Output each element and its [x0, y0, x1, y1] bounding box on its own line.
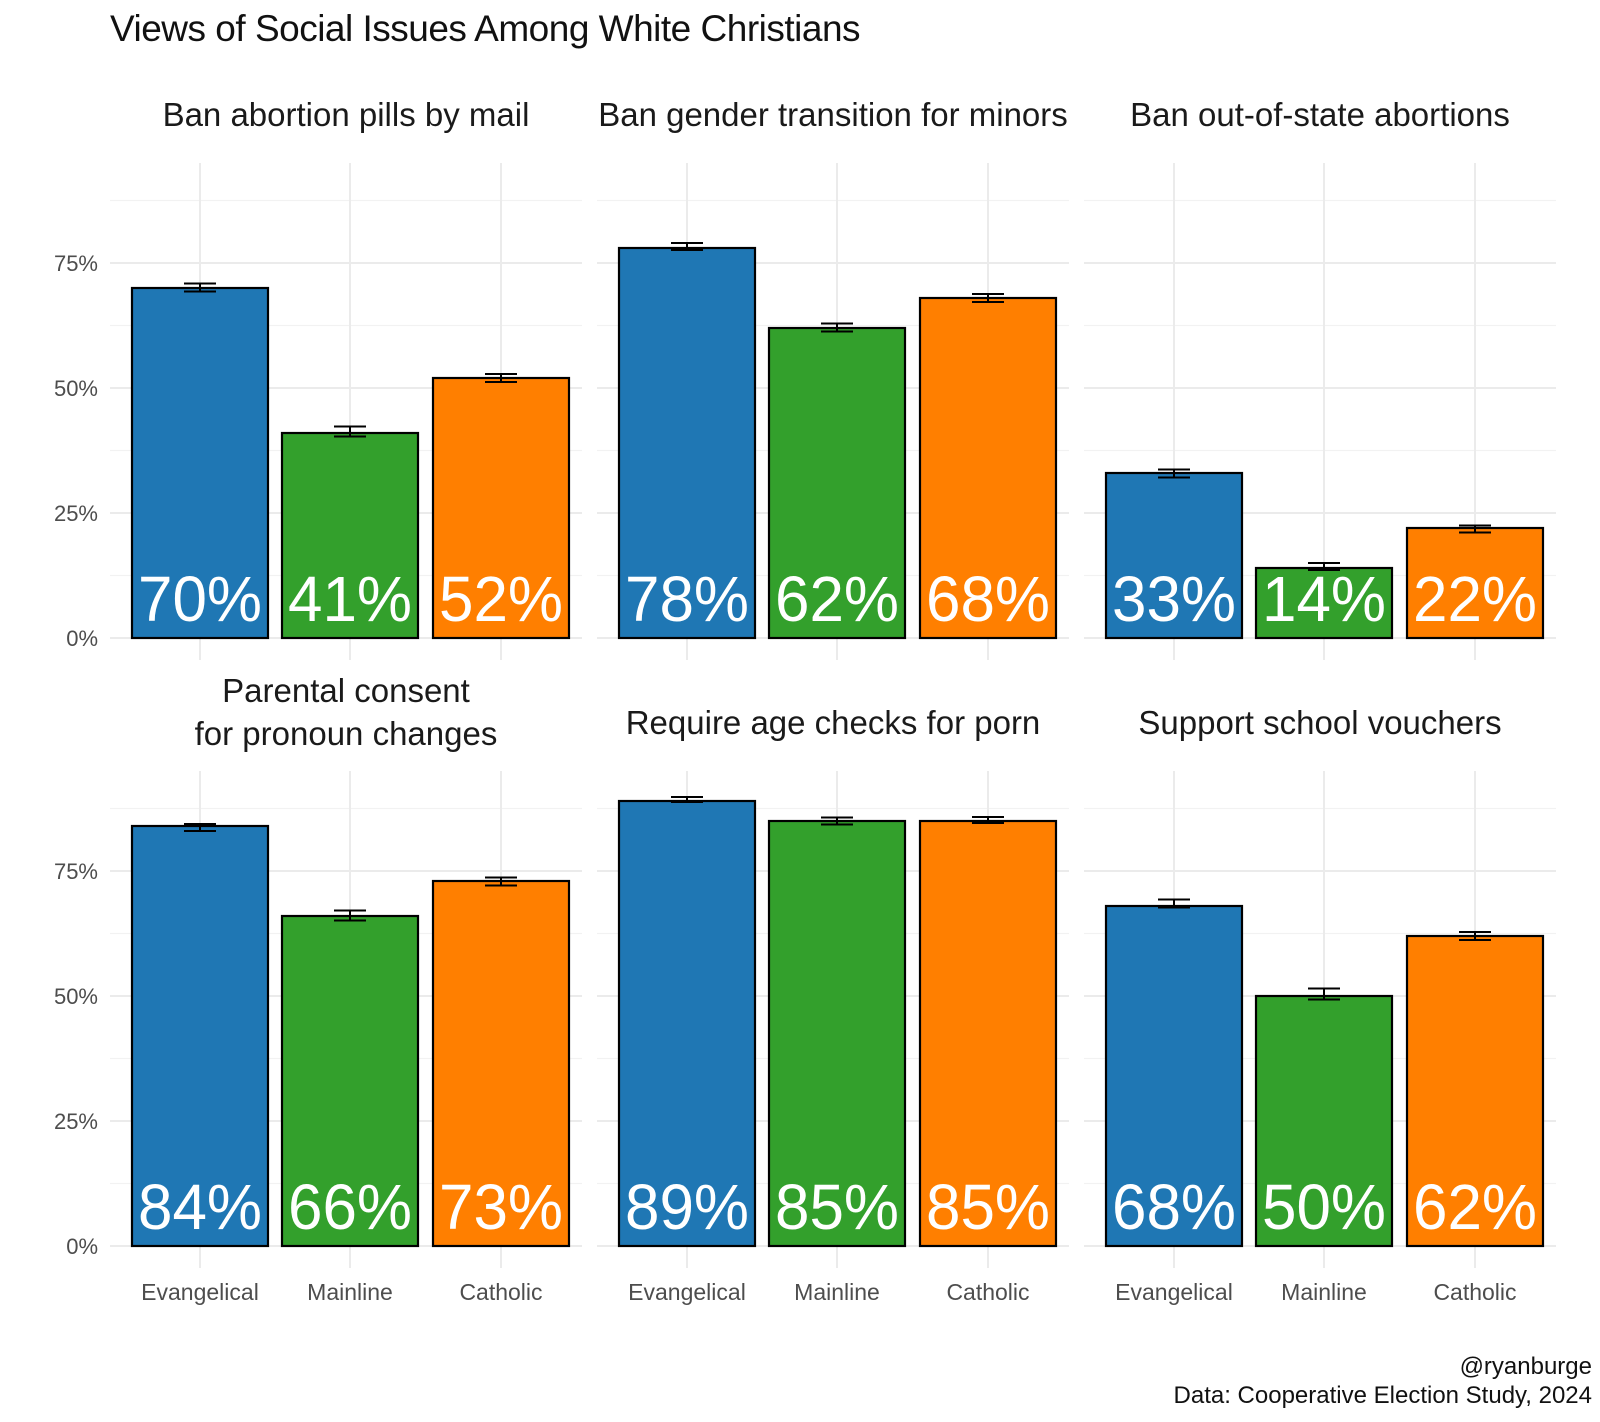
y-tick-label: 75%: [54, 251, 98, 276]
data-label: 84%: [138, 1171, 262, 1243]
bar-evangelical: [617, 799, 757, 1248]
bar-mainline: [280, 914, 420, 1248]
facet-title: Ban abortion pills by mail: [163, 96, 530, 133]
data-label: 33%: [1112, 563, 1236, 635]
data-label: 68%: [1112, 1171, 1236, 1243]
data-label: 52%: [439, 563, 563, 635]
data-label: 73%: [439, 1171, 563, 1243]
data-label: 78%: [625, 563, 749, 635]
x-tick-label: Evangelical: [141, 1279, 259, 1305]
caption-source: Data: Cooperative Election Study, 2024: [1173, 1382, 1592, 1409]
y-tick-label: 25%: [54, 1109, 98, 1134]
bar-evangelical: [617, 246, 757, 640]
bar-mainline: [767, 819, 907, 1248]
y-tick-label: 0%: [66, 626, 98, 651]
data-label: 70%: [138, 563, 262, 635]
chart-title: Views of Social Issues Among White Chris…: [110, 8, 861, 49]
bar-evangelical: [130, 824, 270, 1248]
x-tick-label: Catholic: [1433, 1279, 1516, 1305]
bar-catholic: [431, 376, 571, 640]
facet-title: Ban gender transition for minors: [598, 96, 1068, 133]
y-tick-label: 50%: [54, 376, 98, 401]
bar-catholic: [918, 296, 1058, 640]
data-label: 68%: [926, 563, 1050, 635]
bar-mainline: [1254, 566, 1394, 640]
x-tick-label: Mainline: [1281, 1279, 1367, 1305]
data-label: 66%: [288, 1171, 412, 1243]
x-tick-label: Catholic: [946, 1279, 1029, 1305]
y-tick-label: 25%: [54, 501, 98, 526]
x-tick-label: Evangelical: [1115, 1279, 1233, 1305]
facet-title: Support school vouchers: [1138, 704, 1501, 741]
bar-evangelical: [1104, 904, 1244, 1248]
bar-catholic: [1405, 526, 1545, 640]
bar-mainline: [1254, 994, 1394, 1248]
facet-title-line-2: for pronoun changes: [195, 715, 498, 752]
facet-title: Require age checks for porn: [626, 704, 1041, 741]
data-label: 85%: [775, 1171, 899, 1243]
bar-mainline: [280, 431, 420, 640]
data-label: 14%: [1262, 563, 1386, 635]
y-tick-label: 50%: [54, 984, 98, 1009]
data-label: 85%: [926, 1171, 1050, 1243]
bar-evangelical: [130, 286, 270, 640]
bar-evangelical: [1104, 471, 1244, 640]
facet-title: Ban out-of-state abortions: [1130, 96, 1510, 133]
data-label: 41%: [288, 563, 412, 635]
data-label: 89%: [625, 1171, 749, 1243]
data-label: 50%: [1262, 1171, 1386, 1243]
facet-title-line-1: Parental consent: [222, 672, 470, 709]
y-tick-label: 75%: [54, 859, 98, 884]
caption-handle: @ryanburge: [1459, 1353, 1592, 1380]
x-tick-label: Mainline: [307, 1279, 393, 1305]
x-tick-label: Mainline: [794, 1279, 880, 1305]
data-label: 22%: [1413, 563, 1537, 635]
data-label: 62%: [1413, 1171, 1537, 1243]
data-label: 62%: [775, 563, 899, 635]
bar-mainline: [767, 326, 907, 640]
x-tick-label: Evangelical: [628, 1279, 746, 1305]
y-tick-label: 0%: [66, 1234, 98, 1259]
caption: @ryanburge Data: Cooperative Election St…: [1174, 1352, 1592, 1410]
x-tick-label: Catholic: [459, 1279, 542, 1305]
